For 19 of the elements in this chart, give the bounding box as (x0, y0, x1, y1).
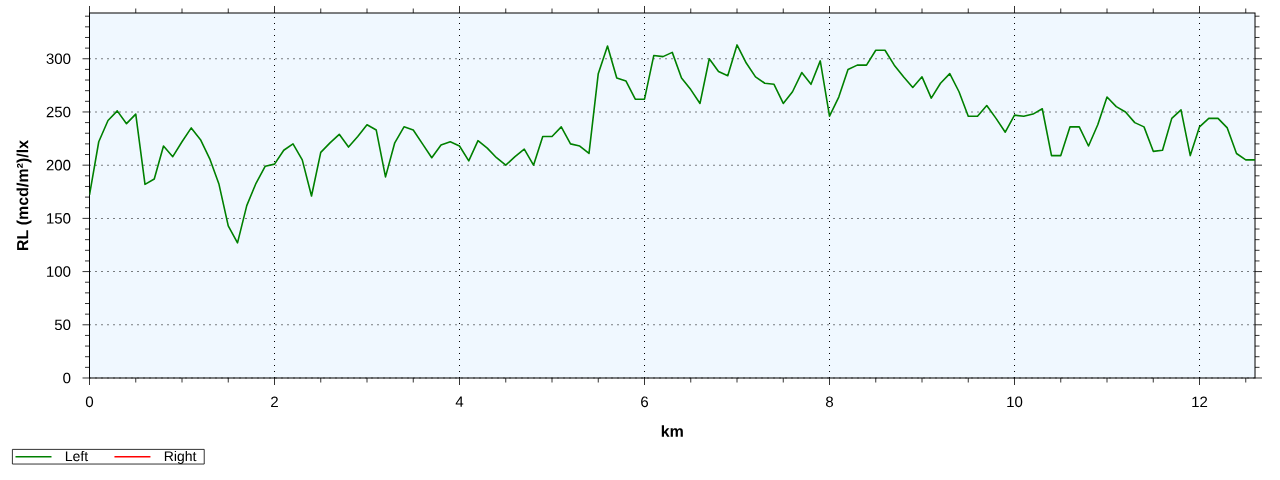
legend-label: Left (65, 450, 89, 462)
y-tick-label: 0 (63, 372, 71, 384)
line-series (89, 44, 1256, 244)
x-tick-label: 6 (641, 396, 649, 408)
y-axis-title: RL (mcd/m²)/lx (16, 140, 32, 250)
y-tick-label: 300 (46, 53, 71, 65)
x-axis-title: km (661, 425, 683, 437)
x-tick-label: 8 (826, 396, 834, 408)
x-tick-label: 2 (271, 396, 278, 408)
x-tick-label: 12 (1192, 396, 1208, 408)
y-tick-label: 200 (46, 159, 71, 171)
legend-label: Right (164, 450, 197, 464)
y-tick-label: 100 (47, 266, 71, 277)
y-tick-label: 150 (47, 213, 71, 224)
y-tick-label: 50 (54, 319, 71, 331)
x-tick-label: 4 (455, 396, 464, 407)
x-tick-label: 0 (85, 396, 94, 408)
y-tick-label: 250 (46, 106, 71, 118)
x-tick-label: 10 (1007, 396, 1023, 408)
